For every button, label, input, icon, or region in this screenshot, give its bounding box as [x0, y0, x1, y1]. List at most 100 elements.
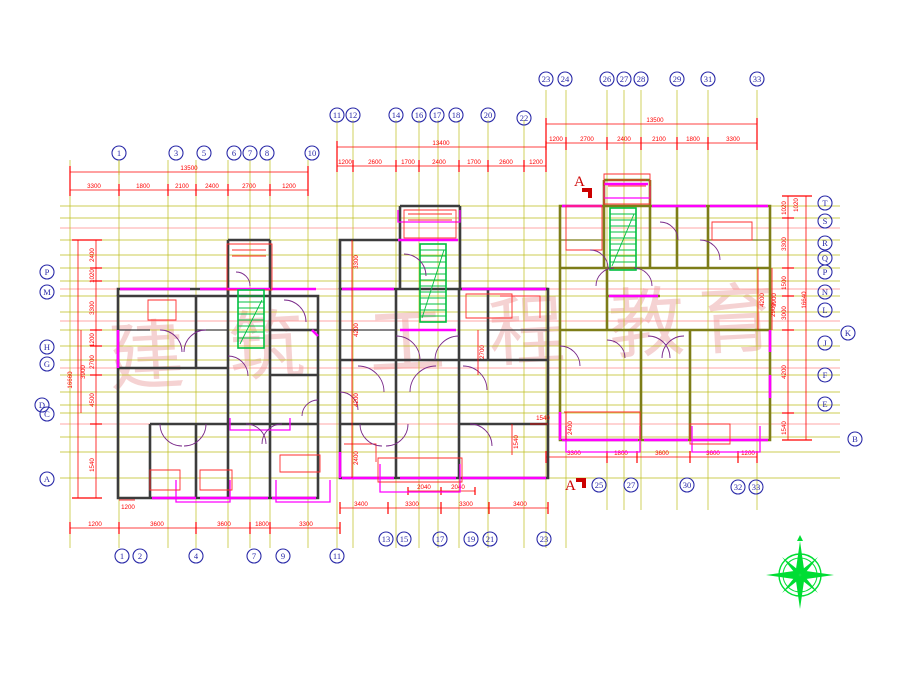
- svg-text:4200: 4200: [759, 293, 766, 307]
- floor-plan-block-middle: 3300 4200 4200 2400 2700 1540: [338, 204, 550, 493]
- svg-text:31: 31: [704, 74, 713, 84]
- svg-text:2040: 2040: [451, 484, 465, 491]
- svg-text:22: 22: [520, 113, 529, 123]
- svg-text:2900: 2900: [770, 303, 777, 317]
- dim-overall-top-right: 13500: [646, 117, 664, 124]
- svg-text:7: 7: [252, 551, 256, 561]
- svg-text:Q: Q: [822, 253, 828, 263]
- svg-text:2700: 2700: [580, 136, 594, 143]
- svg-text:3300: 3300: [726, 136, 740, 143]
- svg-text:1800: 1800: [136, 183, 150, 190]
- dimension-chain-left: 2400 1020 3300 1200 2700 4500 1540 16660…: [67, 239, 102, 499]
- dim-total-right: 16640: [801, 291, 808, 309]
- svg-text:33: 33: [752, 482, 761, 492]
- svg-text:3300: 3300: [567, 450, 581, 457]
- svg-text:3300: 3300: [353, 255, 360, 269]
- svg-text:1200: 1200: [282, 183, 296, 190]
- svg-text:A: A: [565, 478, 576, 494]
- svg-text:3600: 3600: [655, 450, 669, 457]
- svg-text:1800: 1800: [686, 136, 700, 143]
- grid-bubbles-bottom-middle[interactable]: 13 15 17 19 21 23: [378, 531, 552, 547]
- svg-text:2700: 2700: [242, 183, 256, 190]
- svg-text:J: J: [823, 338, 827, 348]
- svg-text:4200: 4200: [353, 393, 360, 407]
- svg-text:3300: 3300: [87, 183, 101, 190]
- svg-text:27: 27: [620, 74, 629, 84]
- svg-text:1200: 1200: [338, 159, 352, 166]
- grid-bubbles-left[interactable]: P M H G D C A: [34, 264, 55, 487]
- svg-text:F: F: [823, 370, 828, 380]
- grid-bubbles-bottom-left[interactable]: 1 2 4 7 9 11: [114, 548, 345, 564]
- svg-text:1020: 1020: [89, 269, 96, 283]
- svg-text:3300: 3300: [405, 501, 419, 508]
- dimension-chain-bottom-right: 3300 1800 3600 3600 1200: [545, 450, 758, 463]
- svg-text:8: 8: [265, 148, 269, 158]
- dimension-chain-top-right: 13500 1200 2700 2400 2100 1800 3300: [545, 117, 758, 150]
- dimension-chain-right: 1020 3300 1500 3000 4200 1540 16640 2900: [770, 195, 812, 441]
- svg-text:M: M: [43, 287, 51, 297]
- svg-text:20: 20: [484, 110, 493, 120]
- svg-text:13: 13: [382, 534, 391, 544]
- svg-text:1540: 1540: [89, 458, 96, 472]
- svg-text:教: 教: [606, 281, 686, 369]
- svg-text:2400: 2400: [567, 421, 574, 435]
- north-arrow-icon: [766, 535, 834, 609]
- svg-text:3400: 3400: [354, 501, 368, 508]
- svg-text:1200: 1200: [529, 159, 543, 166]
- svg-text:A: A: [44, 474, 51, 484]
- svg-text:3600: 3600: [217, 521, 231, 528]
- svg-text:1: 1: [120, 551, 124, 561]
- svg-text:16: 16: [415, 110, 424, 120]
- grid-bubbles-bottom-right[interactable]: 25 27 30 32 33: [591, 477, 764, 495]
- svg-text:1200: 1200: [88, 521, 102, 528]
- svg-text:7: 7: [248, 148, 252, 158]
- svg-text:3400: 3400: [513, 501, 527, 508]
- svg-text:建: 建: [106, 314, 186, 402]
- grid-bubbles-top-middle[interactable]: 11 12 14 16 17 18 20 22: [329, 107, 532, 126]
- grid-bubbles-top-right[interactable]: 23 24 26 27 28 29 31 33: [538, 71, 765, 87]
- svg-text:14: 14: [392, 110, 401, 120]
- grid-bubbles-top-left[interactable]: 1 3 5 6 7 8 10: [111, 145, 320, 175]
- svg-text:3600: 3600: [150, 521, 164, 528]
- svg-text:1700: 1700: [401, 159, 415, 166]
- svg-text:N: N: [822, 287, 828, 297]
- svg-text:3300: 3300: [781, 237, 788, 251]
- svg-text:P: P: [823, 267, 828, 277]
- svg-text:24: 24: [561, 74, 570, 84]
- floor-plan-block-right: 4200 3900 2400: [558, 173, 778, 453]
- svg-text:B: B: [852, 434, 858, 444]
- dim-overall-top-middle: 13400: [432, 140, 450, 147]
- svg-text:1800: 1800: [614, 450, 628, 457]
- svg-text:5: 5: [202, 148, 206, 158]
- dim-total-left: 16660: [67, 371, 74, 389]
- svg-text:H: H: [44, 342, 50, 352]
- floor-plan-block-left: [116, 238, 331, 503]
- svg-text:1: 1: [117, 148, 121, 158]
- svg-text:2700: 2700: [89, 355, 96, 369]
- svg-text:9: 9: [281, 551, 285, 561]
- svg-text:2100: 2100: [652, 136, 666, 143]
- svg-text:3600: 3600: [706, 450, 720, 457]
- svg-text:6: 6: [232, 148, 236, 158]
- svg-text:1540: 1540: [536, 415, 550, 422]
- section-marker-a-bottom[interactable]: A: [565, 478, 586, 494]
- dim-overall-top-left: 13500: [180, 165, 198, 172]
- svg-text:1540: 1540: [781, 421, 788, 435]
- svg-text:3300: 3300: [89, 301, 96, 315]
- svg-text:C: C: [44, 409, 50, 419]
- svg-text:23: 23: [542, 74, 551, 84]
- svg-text:15: 15: [400, 534, 409, 544]
- section-marker-a-top[interactable]: A: [574, 174, 592, 198]
- svg-text:程: 程: [486, 289, 566, 377]
- svg-text:2400: 2400: [617, 136, 631, 143]
- svg-text:10: 10: [308, 148, 317, 158]
- svg-text:1200: 1200: [741, 450, 755, 457]
- svg-text:4200: 4200: [781, 365, 788, 379]
- svg-text:E: E: [822, 399, 827, 409]
- svg-text:21: 21: [486, 534, 495, 544]
- svg-text:1020: 1020: [793, 198, 800, 212]
- svg-text:2: 2: [138, 551, 142, 561]
- grid-bubbles-right[interactable]: T S R Q P N L J K F E B: [817, 195, 863, 447]
